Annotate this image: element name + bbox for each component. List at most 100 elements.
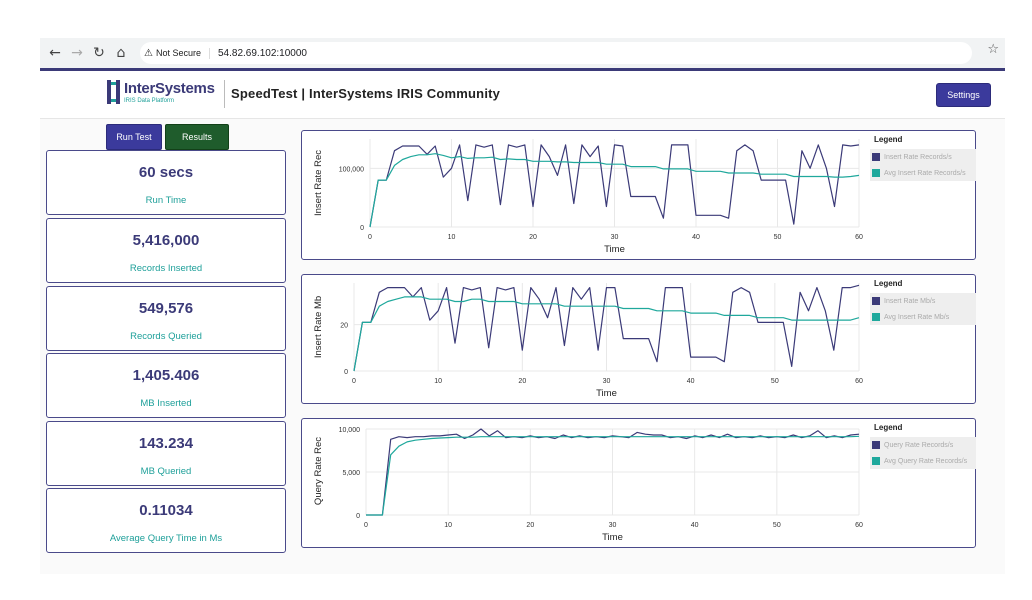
legend-item[interactable]: Avg Query Rate Records/s: [870, 453, 976, 469]
metric-label: Average Query Time in Ms: [109, 533, 223, 544]
legend-swatch: [872, 169, 880, 177]
warning-icon: ⚠: [144, 47, 153, 59]
legend-title: Legend: [874, 135, 903, 144]
header-accent-bar: [40, 68, 1005, 71]
y-axis-label: Query Rate Rec: [313, 437, 324, 505]
x-tick-label: 10: [444, 522, 452, 529]
legend-item[interactable]: Avg Insert Rate Mb/s: [870, 309, 976, 325]
series-line-rate: [353, 284, 860, 372]
y-tick-label: 5,000: [342, 470, 360, 477]
intersystems-logo-icon: [107, 80, 120, 104]
series-line-rate: [369, 144, 860, 228]
x-tick-label: 20: [529, 234, 537, 241]
browser-toolbar: ← → ↻ ⌂ ⚠ Not Secure 54.82.69.102:10000 ☆: [40, 38, 1005, 68]
legend-item[interactable]: Query Rate Records/s: [870, 437, 976, 453]
legend-item[interactable]: Avg Insert Rate Records/s: [870, 165, 976, 181]
y-tick-label: 20: [340, 323, 348, 330]
legend-title: Legend: [874, 423, 903, 432]
metric-label: MB Inserted: [140, 398, 192, 409]
legend-label: Insert Rate Mb/s: [884, 297, 936, 305]
x-tick-label: 40: [687, 378, 695, 385]
x-tick-label: 30: [609, 522, 617, 529]
x-tick-label: 0: [364, 522, 368, 529]
bookmark-star-icon[interactable]: ☆: [987, 42, 999, 57]
metric-value: 549,576: [138, 300, 194, 317]
legend-swatch: [872, 153, 880, 161]
y-tick-label: 0: [356, 513, 360, 520]
legend-label: Avg Insert Rate Records/s: [884, 169, 966, 177]
metric-value: 1,405.406: [132, 367, 200, 384]
chart-svg: 0 10 20 30 40 50 60 0 5,000 10,000 Time Query Rate …: [313, 427, 863, 543]
metric-card-records-queried: 549,576 Records Queried: [46, 286, 286, 351]
reload-icon[interactable]: ↻: [93, 45, 105, 61]
home-icon[interactable]: ⌂: [116, 45, 126, 61]
insert-rate-records-chart: 0 10 20 30 40 50 60 0 100,000 Time Insert Rate Rec…: [301, 130, 976, 260]
x-axis-label: Time: [602, 532, 623, 543]
legend-swatch: [872, 441, 880, 449]
metric-value: 5,416,000: [132, 232, 200, 249]
metric-label: MB Queried: [140, 466, 192, 477]
y-tick-label: 0: [360, 225, 364, 232]
x-tick-label: 30: [611, 234, 619, 241]
series-line-average: [353, 296, 860, 372]
back-icon[interactable]: ←: [49, 45, 61, 61]
x-tick-label: 50: [771, 378, 779, 385]
legend-label: Avg Query Rate Records/s: [884, 457, 968, 465]
query-rate-records-chart: 0 10 20 30 40 50 60 0 5,000 10,000 Time Query Rate …: [301, 418, 976, 548]
x-tick-label: 40: [692, 234, 700, 241]
chart-legend: Legend Insert Rate Records/s Avg Insert …: [870, 133, 976, 181]
x-tick-label: 0: [368, 234, 372, 241]
metric-value: 143.234: [138, 435, 194, 452]
x-tick-label: 10: [434, 378, 442, 385]
chart-svg: 0 10 20 30 40 50 60 0 20 Time Insert Rate Mb: [313, 283, 863, 399]
run-test-button[interactable]: Run Test: [106, 124, 162, 150]
metric-value: 0.11034: [139, 502, 193, 519]
x-tick-label: 20: [518, 378, 526, 385]
address-bar[interactable]: ⚠ Not Secure 54.82.69.102:10000: [140, 42, 972, 64]
chart-legend: Legend Query Rate Records/s Avg Query Ra…: [870, 421, 976, 469]
x-tick-label: 20: [526, 522, 534, 529]
legend-label: Insert Rate Records/s: [884, 153, 952, 161]
x-tick-label: 60: [855, 378, 863, 385]
url-text: 54.82.69.102:10000: [218, 47, 307, 59]
insert-rate-mb-chart: 0 10 20 30 40 50 60 0 20 Time Insert Rate Mb Legen…: [301, 274, 976, 404]
metric-label: Records Inserted: [129, 263, 203, 274]
x-tick-label: 50: [774, 234, 782, 241]
x-axis-label: Time: [604, 244, 625, 255]
x-tick-label: 60: [855, 234, 863, 241]
x-tick-label: 10: [448, 234, 456, 241]
metric-value: 60 secs: [138, 164, 194, 181]
settings-button[interactable]: Settings: [936, 83, 991, 107]
y-tick-label: 0: [344, 369, 348, 376]
legend-label: Avg Insert Rate Mb/s: [884, 313, 950, 321]
legend-title: Legend: [874, 279, 903, 288]
chart-legend: Legend Insert Rate Mb/s Avg Insert Rate …: [870, 277, 976, 325]
security-indicator[interactable]: ⚠ Not Secure: [144, 47, 210, 59]
metric-card-average-query-time: 0.11034 Average Query Time in Ms: [46, 488, 286, 553]
legend-item[interactable]: Insert Rate Mb/s: [870, 293, 976, 309]
security-label: Not Secure: [155, 48, 201, 58]
x-tick-label: 0: [352, 378, 356, 385]
legend-swatch: [872, 313, 880, 321]
metric-card-run-time: 60 secs Run Time: [46, 150, 286, 215]
series-line-average: [366, 435, 860, 516]
metric-card-records-inserted: 5,416,000 Records Inserted: [46, 218, 286, 283]
y-axis-label: Insert Rate Rec: [313, 150, 324, 216]
header-divider: [224, 80, 225, 108]
x-tick-label: 30: [603, 378, 611, 385]
x-tick-label: 40: [691, 522, 699, 529]
results-button[interactable]: Results: [165, 124, 229, 150]
legend-item[interactable]: Insert Rate Records/s: [870, 149, 976, 165]
y-tick-label: 100,000: [339, 166, 364, 173]
x-tick-label: 50: [773, 522, 781, 529]
metric-card-mb-queried: 143.234 MB Queried: [46, 421, 286, 486]
x-tick-label: 60: [855, 522, 863, 529]
chart-svg: 0 10 20 30 40 50 60 0 100,000 Time Insert Rate Rec: [313, 139, 863, 255]
series-line-average: [369, 153, 860, 228]
legend-swatch: [872, 297, 880, 305]
forward-icon[interactable]: →: [71, 45, 83, 61]
legend-swatch: [872, 457, 880, 465]
legend-label: Query Rate Records/s: [884, 441, 954, 449]
metric-label: Run Time: [145, 195, 187, 206]
x-axis-label: Time: [596, 388, 617, 399]
